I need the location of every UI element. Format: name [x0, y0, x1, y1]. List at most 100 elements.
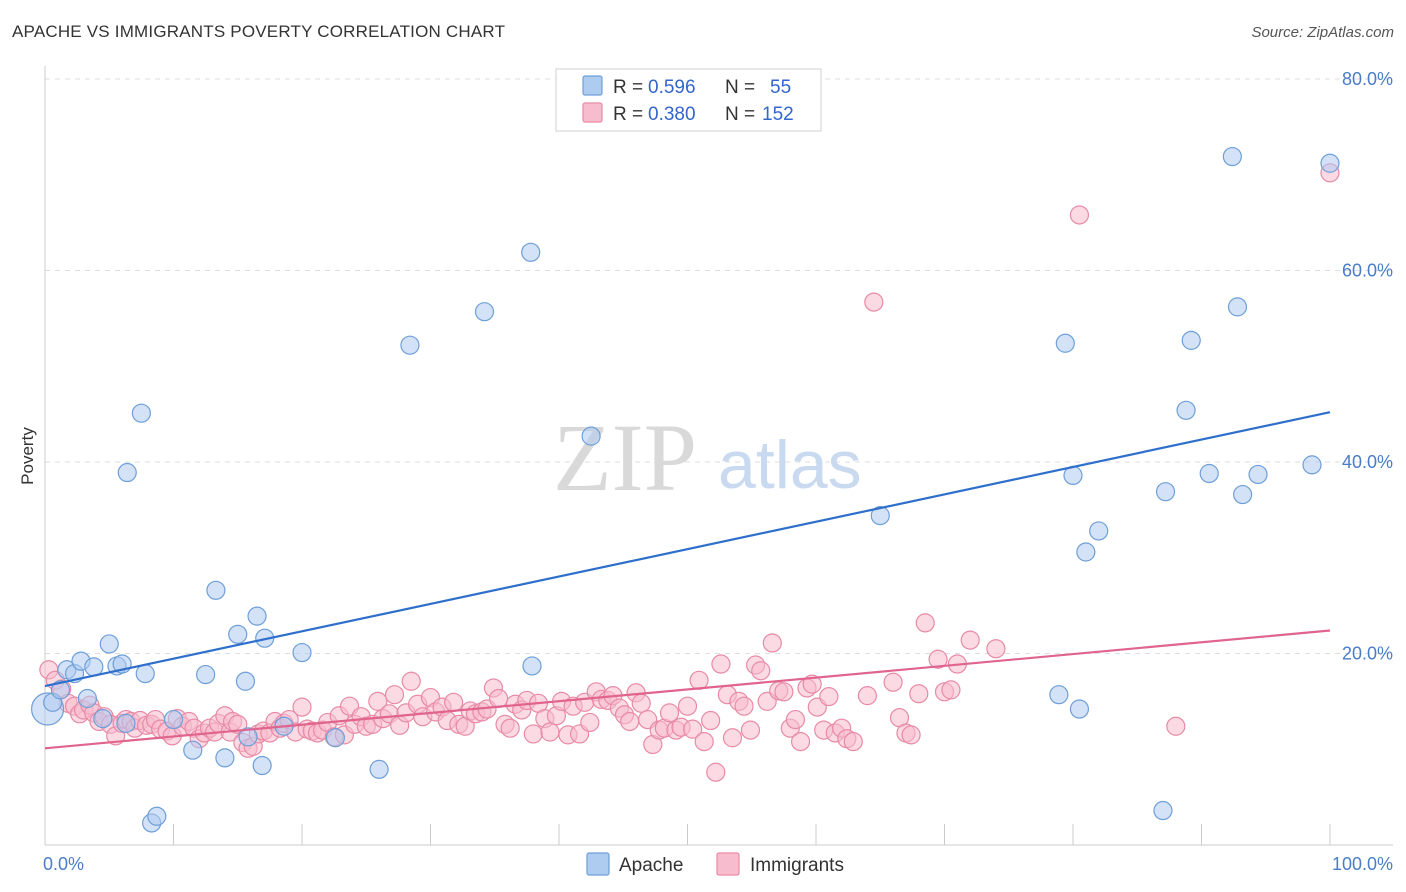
apache-point	[325, 728, 346, 748]
y-tick-label-3: 80.0%	[1342, 69, 1393, 89]
bottom-legend-apache: Apache	[619, 855, 683, 876]
immigrants-point	[694, 731, 714, 752]
bottom-legend-swatch-immigrants	[716, 852, 740, 876]
legend-n-value-apache: 55	[770, 77, 791, 98]
apache-point	[77, 688, 98, 709]
immigrants-point	[368, 691, 388, 711]
apache-point	[1222, 146, 1242, 167]
watermark-zip: ZIP	[553, 404, 697, 511]
apache-point	[1069, 699, 1090, 719]
immigrants-point	[883, 672, 903, 692]
immigrants-point	[523, 724, 543, 744]
apache-point	[1076, 542, 1096, 562]
y-tick-labels: 20.0% 40.0% 60.0% 80.0%	[1342, 69, 1393, 664]
y-tick-label-0: 20.0%	[1342, 644, 1393, 664]
immigrants-point	[706, 762, 726, 782]
immigrants-point	[620, 711, 640, 732]
apache-point	[116, 713, 136, 733]
apache-point	[131, 403, 151, 423]
immigrants-point	[960, 630, 980, 650]
apache-point	[369, 759, 389, 779]
y-tick-label-1: 40.0%	[1342, 452, 1393, 472]
immigrants-point	[683, 719, 703, 739]
apache-point	[521, 242, 541, 262]
immigrants-point	[857, 686, 878, 706]
apache-point	[400, 335, 420, 355]
apache-point	[1302, 455, 1322, 475]
apache-point	[247, 606, 267, 626]
legend-swatch-apache	[582, 75, 603, 96]
apache-point	[474, 302, 495, 322]
apache-point	[1233, 484, 1253, 505]
apache-point	[1089, 521, 1109, 541]
immigrants-point	[819, 686, 839, 707]
immigrants-point	[790, 731, 811, 752]
apache-point	[196, 664, 216, 685]
apache-point	[292, 642, 312, 663]
apache-point	[1181, 330, 1201, 350]
series-immigrants	[39, 163, 1340, 782]
watermark-atlas: atlas	[718, 427, 862, 503]
trend-lines	[44, 411, 1331, 750]
apache-point	[228, 624, 248, 644]
immigrants-point	[489, 688, 509, 709]
immigrants-point	[580, 712, 600, 733]
apache-point	[183, 740, 203, 760]
x-tick-labels: 0.0% 100.0%	[43, 854, 1393, 874]
immigrants-point	[444, 692, 464, 712]
x-tick-label-1: 100.0%	[1332, 854, 1393, 874]
immigrants-point	[500, 718, 520, 738]
immigrants-point	[401, 671, 421, 691]
legend: R = 0.596 N = 55 R = 0.380 N = 152	[555, 68, 822, 132]
axes	[44, 66, 1393, 846]
bottom-legend: Apache Immigrants	[586, 852, 844, 876]
immigrants-point	[631, 693, 651, 713]
immigrants-point	[228, 714, 248, 734]
apache-point	[522, 656, 542, 676]
x-tick-label-0: 0.0%	[43, 854, 84, 874]
apache-point	[99, 634, 119, 654]
legend-n-value-immigrants: 152	[762, 104, 794, 125]
apache-point	[1248, 464, 1268, 485]
apache-point	[870, 506, 890, 526]
legend-r-value-immigrants: 0.380	[648, 104, 696, 125]
immigrants-point	[785, 709, 806, 730]
apache-point	[215, 748, 235, 768]
legend-r-label-apache: R =	[613, 77, 643, 98]
immigrants-point	[540, 722, 560, 742]
y-tick-label-2: 60.0%	[1342, 261, 1393, 281]
apache-point	[93, 709, 113, 729]
immigrants-point	[384, 685, 405, 705]
apache-point	[135, 664, 155, 684]
apache-point	[1176, 400, 1196, 420]
legend-r-label-immigrants: R =	[613, 104, 643, 125]
watermark: ZIP atlas	[553, 404, 862, 511]
legend-n-label-immigrants: N =	[725, 104, 755, 125]
immigrants-point	[864, 292, 884, 312]
apache-point	[1049, 685, 1069, 705]
apache-point	[163, 709, 184, 730]
apache-point	[206, 580, 226, 600]
apache-point	[1199, 463, 1219, 484]
immigrants-point	[901, 725, 921, 745]
immigrants-point	[689, 670, 709, 690]
source-label: Source: ZipAtlas.com	[1251, 24, 1394, 41]
immigrants-point	[659, 703, 680, 723]
apache-point	[147, 806, 167, 826]
legend-n-label-apache: N =	[725, 77, 755, 98]
immigrants-point	[843, 731, 863, 752]
immigrants-point	[292, 697, 312, 717]
y-axis-label: Poverty	[18, 427, 37, 485]
immigrants-point	[928, 649, 948, 669]
apache-point	[581, 426, 601, 446]
immigrants-point	[677, 696, 698, 716]
apache-point	[235, 671, 256, 691]
apache-point	[1155, 482, 1176, 502]
immigrants-point	[941, 680, 961, 700]
immigrants-point	[909, 684, 929, 704]
immigrants-point	[701, 710, 721, 731]
immigrants-point	[802, 674, 822, 694]
immigrants-point	[986, 639, 1006, 659]
immigrants-point	[1166, 716, 1186, 736]
